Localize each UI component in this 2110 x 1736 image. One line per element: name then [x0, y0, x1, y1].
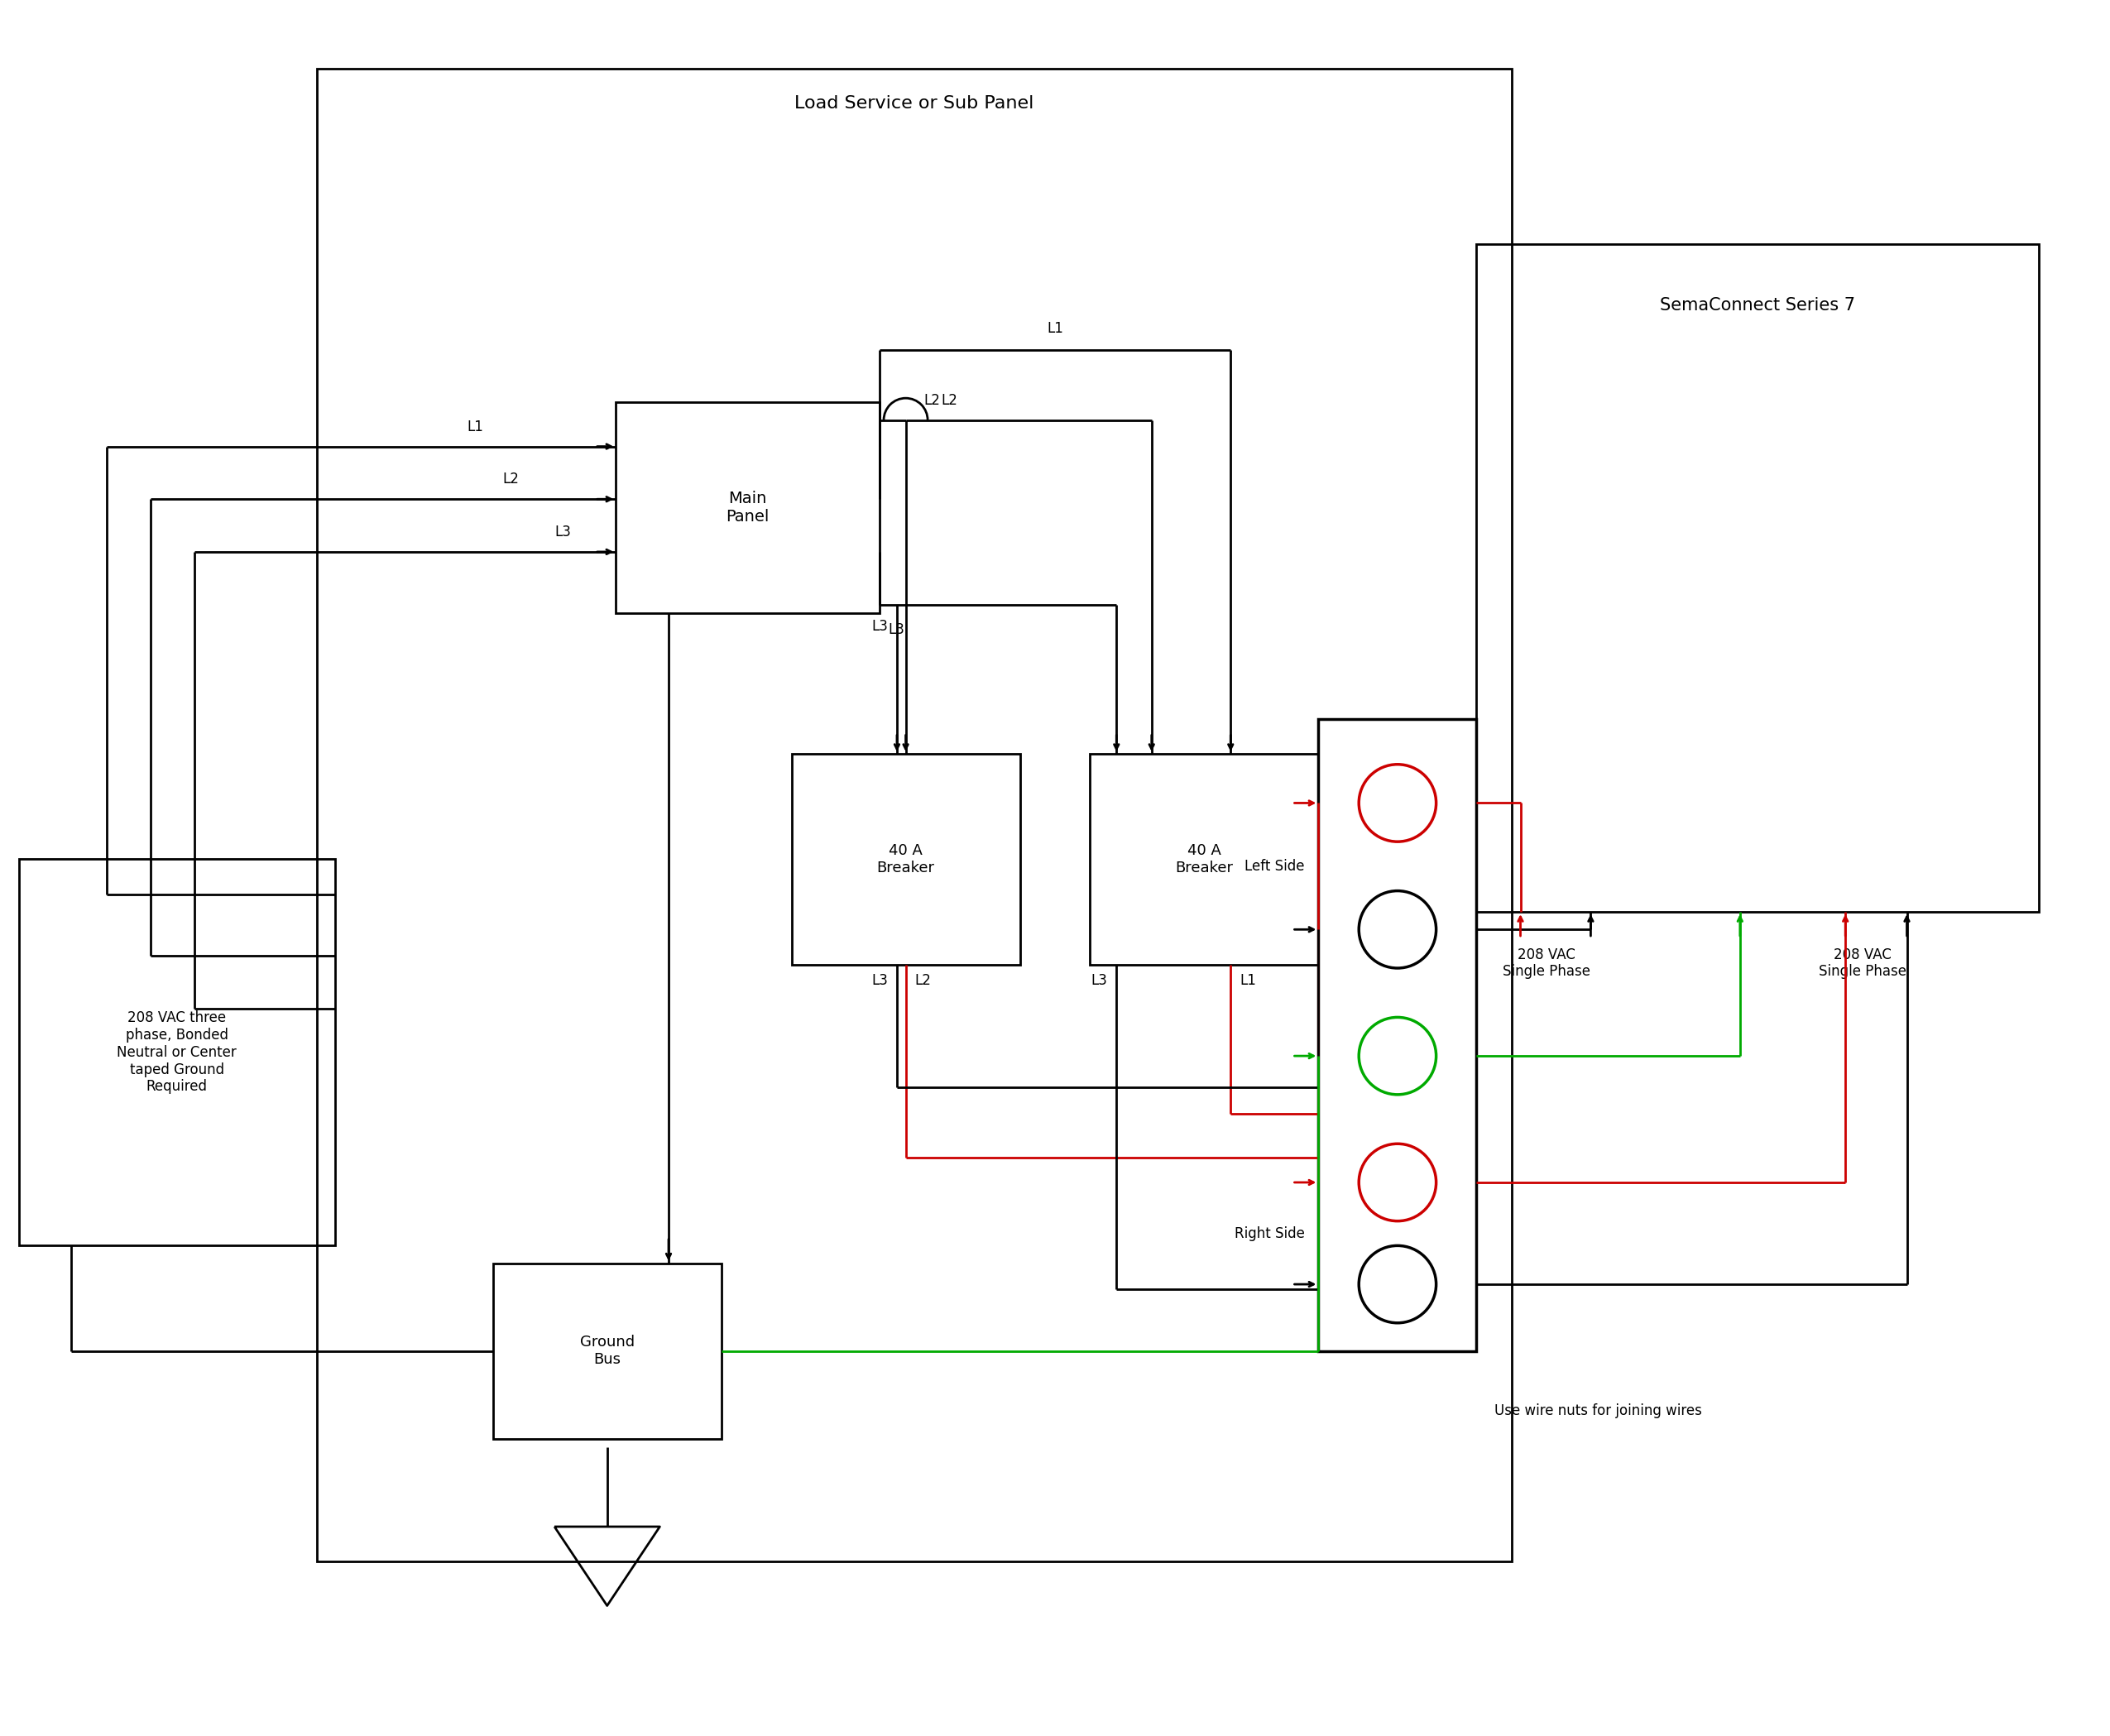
Text: Ground
Bus: Ground Bus	[580, 1335, 635, 1366]
Text: Right Side: Right Side	[1234, 1226, 1304, 1241]
Bar	[791, 753, 1019, 965]
Text: Main
Panel: Main Panel	[726, 491, 770, 524]
Text: L3: L3	[871, 974, 888, 988]
Text: Use wire nuts for joining wires: Use wire nuts for joining wires	[1494, 1404, 1701, 1418]
Text: 40 A
Breaker: 40 A Breaker	[878, 844, 935, 875]
Text: L2: L2	[941, 392, 958, 408]
Text: 208 VAC three
phase, Bonded
Neutral or Center
taped Ground
Required: 208 VAC three phase, Bonded Neutral or C…	[116, 1010, 236, 1094]
Text: SemaConnect Series 7: SemaConnect Series 7	[1661, 297, 1855, 314]
Circle shape	[1359, 1144, 1437, 1220]
Text: L3: L3	[1091, 974, 1108, 988]
Text: Left Side: Left Side	[1245, 859, 1304, 873]
Bar	[494, 1264, 722, 1439]
Text: L3: L3	[555, 524, 572, 540]
Text: L2: L2	[924, 392, 941, 408]
Circle shape	[1359, 1017, 1437, 1095]
Bar	[1319, 719, 1477, 1351]
Text: 40 A
Breaker: 40 A Breaker	[1175, 844, 1232, 875]
Text: L1: L1	[1239, 974, 1255, 988]
Bar	[1091, 753, 1319, 965]
Text: L1: L1	[1047, 321, 1063, 335]
Text: 208 VAC
Single Phase: 208 VAC Single Phase	[1502, 948, 1591, 979]
Text: L1: L1	[466, 420, 483, 434]
Text: L3: L3	[888, 621, 905, 637]
Text: L3: L3	[871, 618, 888, 634]
Bar	[19, 859, 335, 1246]
Text: Load Service or Sub Panel: Load Service or Sub Panel	[795, 95, 1034, 111]
Circle shape	[1359, 764, 1437, 842]
Text: 208 VAC
Single Phase: 208 VAC Single Phase	[1819, 948, 1907, 979]
Bar	[1477, 245, 2038, 911]
Circle shape	[1359, 891, 1437, 969]
Text: L2: L2	[914, 974, 931, 988]
Bar	[616, 403, 880, 613]
Circle shape	[1359, 1246, 1437, 1323]
Bar	[316, 69, 1511, 1562]
Text: L2: L2	[502, 472, 519, 486]
